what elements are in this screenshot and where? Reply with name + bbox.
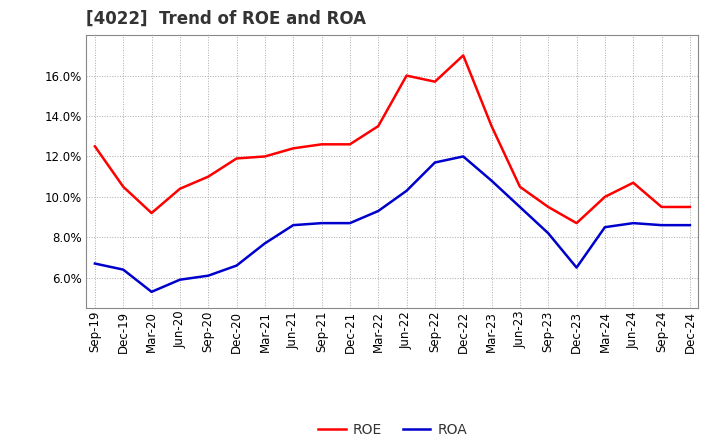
ROA <box>261 241 269 246</box>
ROE <box>261 154 269 159</box>
ROA <box>487 178 496 183</box>
ROE <box>487 124 496 129</box>
ROE <box>657 204 666 209</box>
ROE <box>459 53 467 58</box>
ROE <box>572 220 581 226</box>
ROE <box>374 124 382 129</box>
ROA <box>374 209 382 214</box>
ROA <box>289 223 297 228</box>
Legend: ROE, ROA: ROE, ROA <box>312 418 472 440</box>
ROA <box>431 160 439 165</box>
ROA <box>402 188 411 194</box>
ROE <box>402 73 411 78</box>
ROE <box>544 204 552 209</box>
ROE <box>629 180 637 185</box>
ROE <box>685 204 694 209</box>
ROA <box>600 224 609 230</box>
ROE <box>233 156 241 161</box>
ROA <box>459 154 467 159</box>
ROA <box>629 220 637 226</box>
ROA <box>233 263 241 268</box>
ROA <box>148 289 156 294</box>
ROA <box>119 267 127 272</box>
ROE <box>516 184 524 189</box>
ROA <box>346 220 354 226</box>
ROA <box>204 273 212 279</box>
ROA <box>318 220 326 226</box>
ROE <box>600 194 609 199</box>
ROA <box>91 261 99 266</box>
Text: [4022]  Trend of ROE and ROA: [4022] Trend of ROE and ROA <box>86 10 366 28</box>
ROE <box>318 142 326 147</box>
ROA <box>572 265 581 270</box>
ROE <box>148 210 156 216</box>
ROE <box>204 174 212 179</box>
ROA <box>657 223 666 228</box>
Line: ROE: ROE <box>95 55 690 223</box>
ROA <box>685 223 694 228</box>
ROE <box>119 184 127 189</box>
ROE <box>176 186 184 191</box>
ROA <box>516 204 524 209</box>
ROE <box>431 79 439 84</box>
Line: ROA: ROA <box>95 157 690 292</box>
ROA <box>176 277 184 282</box>
ROA <box>544 231 552 236</box>
ROE <box>91 144 99 149</box>
ROE <box>289 146 297 151</box>
ROE <box>346 142 354 147</box>
